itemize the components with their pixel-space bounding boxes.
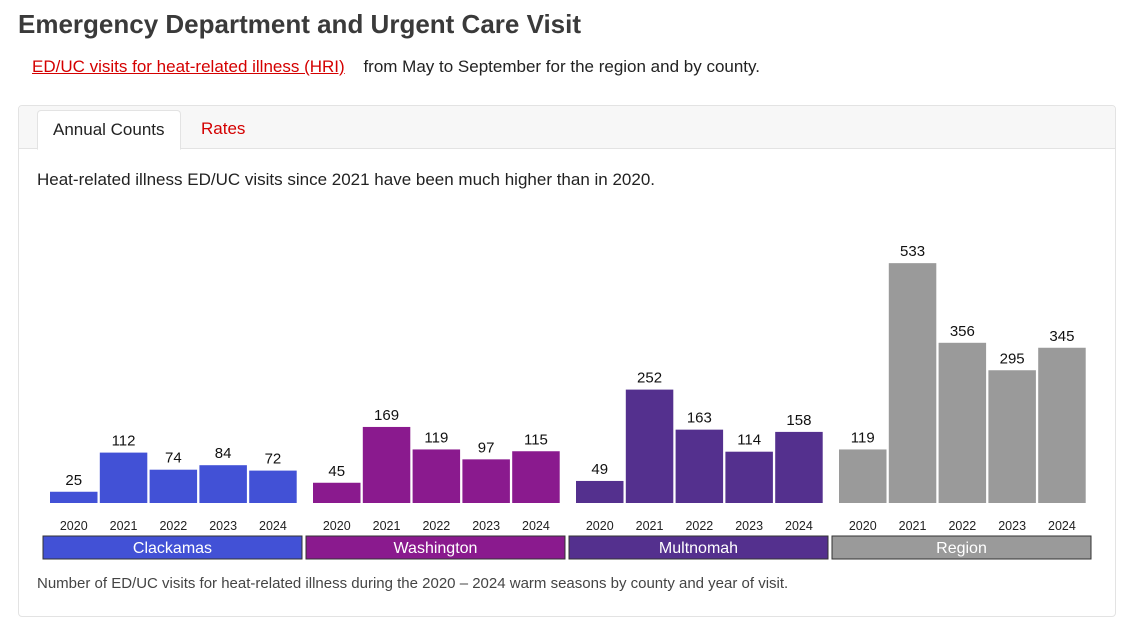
x-tick-label-clackamas-2024: 2024 bbox=[259, 519, 287, 533]
data-label-region-2020: 119 bbox=[851, 429, 875, 446]
data-label-region-2021: 533 bbox=[900, 243, 925, 260]
bar-region-2023[interactable] bbox=[988, 370, 1036, 503]
bar-clackamas-2020[interactable] bbox=[50, 491, 98, 503]
bar-multnomah-2020[interactable] bbox=[576, 480, 624, 503]
chart-panel: Annual Counts Rates Heat-related illness… bbox=[18, 105, 1116, 617]
intro-line: ED/UC visits for heat-related illness (H… bbox=[32, 57, 760, 77]
bar-washington-2024[interactable] bbox=[512, 451, 560, 503]
x-tick-label-clackamas-2020: 2020 bbox=[60, 519, 88, 533]
data-label-multnomah-2022: 163 bbox=[687, 410, 712, 427]
data-label-washington-2020: 45 bbox=[328, 463, 345, 480]
bar-washington-2020[interactable] bbox=[313, 482, 361, 503]
data-label-multnomah-2024: 158 bbox=[786, 412, 811, 429]
x-tick-label-washington-2021: 2021 bbox=[373, 519, 401, 533]
page-title: Emergency Department and Urgent Care Vis… bbox=[18, 9, 582, 39]
tab-annual-counts[interactable]: Annual Counts bbox=[37, 110, 181, 150]
chart-summary: Heat-related illness ED/UC visits since … bbox=[37, 170, 656, 189]
x-tick-label-region-2020: 2020 bbox=[849, 519, 877, 533]
bar-multnomah-2023[interactable] bbox=[725, 451, 773, 503]
tab-rates[interactable]: Rates bbox=[201, 119, 246, 138]
bar-clackamas-2023[interactable] bbox=[199, 465, 247, 503]
data-label-region-2024: 345 bbox=[1049, 328, 1074, 345]
x-tick-label-clackamas-2023: 2023 bbox=[209, 519, 237, 533]
data-label-washington-2023: 97 bbox=[478, 439, 495, 456]
data-label-washington-2022: 119 bbox=[424, 429, 448, 446]
tab-bar: Annual Counts Rates bbox=[19, 106, 1115, 150]
group-label-multnomah: Multnomah bbox=[659, 540, 738, 557]
x-tick-label-region-2022: 2022 bbox=[948, 519, 976, 533]
data-label-washington-2024: 115 bbox=[524, 431, 548, 448]
data-label-washington-2021: 169 bbox=[374, 407, 399, 424]
bar-washington-2021[interactable] bbox=[362, 426, 411, 503]
hri-link[interactable]: ED/UC visits for heat-related illness (H… bbox=[32, 57, 345, 76]
data-label-clackamas-2024: 72 bbox=[265, 451, 282, 468]
x-tick-label-multnomah-2022: 2022 bbox=[685, 519, 713, 533]
bar-clackamas-2022[interactable] bbox=[149, 469, 198, 503]
x-tick-label-washington-2024: 2024 bbox=[522, 519, 550, 533]
x-tick-label-washington-2020: 2020 bbox=[323, 519, 351, 533]
group-label-box-region bbox=[831, 535, 1092, 560]
bar-region-2020[interactable] bbox=[839, 449, 887, 503]
bar-multnomah-2021[interactable] bbox=[625, 389, 674, 503]
x-tick-label-washington-2022: 2022 bbox=[422, 519, 450, 533]
group-label-washington: Washington bbox=[394, 540, 478, 557]
x-tick-label-clackamas-2022: 2022 bbox=[159, 519, 187, 533]
group-label-clackamas: Clackamas bbox=[133, 540, 212, 557]
data-label-region-2023: 295 bbox=[1000, 350, 1025, 367]
x-tick-label-clackamas-2021: 2021 bbox=[110, 519, 138, 533]
bar-multnomah-2022[interactable] bbox=[675, 429, 724, 503]
x-tick-label-multnomah-2020: 2020 bbox=[586, 519, 614, 533]
bar-region-2022[interactable] bbox=[938, 342, 987, 503]
group-label-region: Region bbox=[936, 540, 987, 557]
x-tick-label-region-2023: 2023 bbox=[998, 519, 1026, 533]
chart-caption: Number of ED/UC visits for heat-related … bbox=[37, 575, 789, 592]
data-label-clackamas-2022: 74 bbox=[165, 450, 182, 467]
data-label-multnomah-2023: 114 bbox=[737, 432, 761, 449]
x-tick-label-multnomah-2024: 2024 bbox=[785, 519, 813, 533]
group-label-box-clackamas bbox=[42, 535, 303, 560]
bar-region-2024[interactable] bbox=[1038, 347, 1086, 503]
bar-washington-2023[interactable] bbox=[462, 459, 510, 503]
x-tick-label-washington-2023: 2023 bbox=[472, 519, 500, 533]
data-label-region-2022: 356 bbox=[950, 323, 975, 340]
bar-clackamas-2021[interactable] bbox=[99, 452, 148, 503]
group-label-box-washington bbox=[305, 535, 566, 560]
data-label-clackamas-2023: 84 bbox=[215, 445, 232, 462]
bar-multnomah-2024[interactable] bbox=[775, 431, 823, 503]
group-label-box-multnomah bbox=[568, 535, 829, 560]
x-tick-label-multnomah-2021: 2021 bbox=[636, 519, 664, 533]
data-label-multnomah-2020: 49 bbox=[591, 461, 608, 478]
data-label-clackamas-2021: 112 bbox=[112, 433, 136, 450]
x-tick-label-region-2021: 2021 bbox=[899, 519, 927, 533]
intro-text: from May to September for the region and… bbox=[363, 57, 760, 76]
bar-clackamas-2024[interactable] bbox=[249, 470, 297, 503]
data-label-multnomah-2021: 252 bbox=[637, 370, 662, 387]
data-label-clackamas-2020: 25 bbox=[65, 472, 82, 489]
bar-washington-2022[interactable] bbox=[412, 449, 461, 503]
x-tick-label-multnomah-2023: 2023 bbox=[735, 519, 763, 533]
bar-chart: 25 2020 112 2021 74 2022 84 2023 72 2024 Clackamas… bbox=[42, 243, 1092, 560]
x-tick-label-region-2024: 2024 bbox=[1048, 519, 1076, 533]
bar-region-2021[interactable] bbox=[888, 263, 937, 503]
